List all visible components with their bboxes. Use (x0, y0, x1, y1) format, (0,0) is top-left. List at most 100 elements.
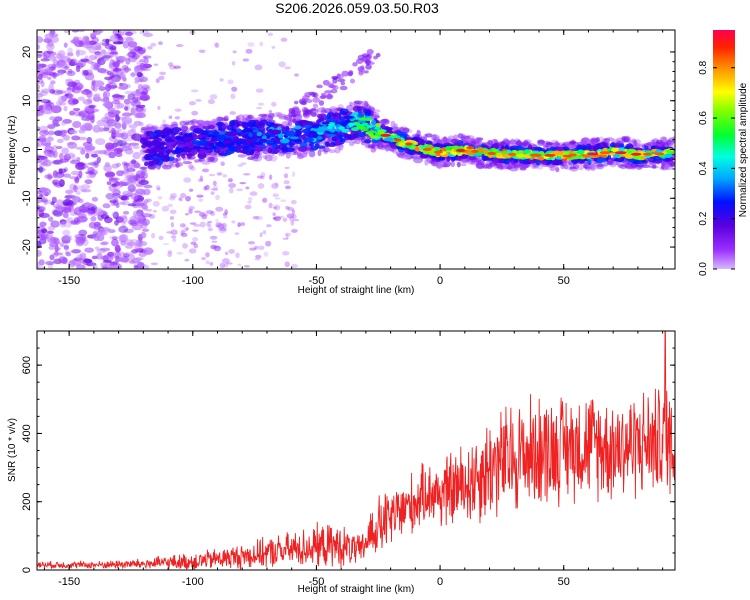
x-tick-label: 0 (437, 275, 443, 287)
heatmap-cell (200, 222, 206, 228)
heatmap-peak (587, 152, 598, 155)
heatmap-peak (487, 152, 496, 155)
heatmap-cell (67, 81, 77, 87)
heatmap-cell (268, 147, 272, 154)
heatmap-cell (49, 254, 54, 260)
heatmap-peak (434, 151, 443, 154)
heatmap-cell (81, 184, 90, 189)
heatmap-cell (244, 265, 250, 267)
heatmap-cell (119, 201, 126, 205)
heatmap-cell (237, 222, 241, 227)
heatmap-cell (62, 199, 73, 205)
heatmap-cell (109, 51, 118, 57)
heatmap-cell (185, 142, 190, 146)
heatmap-cell (189, 189, 193, 192)
heatmap-cell (143, 55, 151, 58)
heatmap-cell (222, 174, 227, 177)
heatmap-cell (39, 130, 49, 136)
heatmap-cell (338, 126, 345, 130)
y-tick-label: 20 (21, 46, 33, 58)
heatmap-cell (517, 139, 521, 145)
heatmap-cell (112, 236, 118, 239)
heatmap-cell (390, 135, 400, 138)
heatmap-cell (122, 120, 132, 126)
heatmap-cell (254, 258, 260, 261)
heatmap-cell (259, 42, 263, 47)
heatmap-cell (284, 180, 290, 184)
heatmap-cell (144, 142, 153, 147)
heatmap-cell (619, 143, 624, 148)
heatmap-cell (306, 137, 314, 142)
heatmap-peak (380, 134, 391, 137)
heatmap-cell (141, 232, 147, 239)
heatmap-cell (103, 91, 110, 99)
colorbar-tick-label: 0.2 (698, 211, 709, 225)
heatmap-cell (268, 203, 272, 209)
heatmap-cell (304, 125, 310, 128)
heatmap-cell (192, 229, 199, 231)
heatmap-cell (128, 124, 137, 128)
heatmap-peak (471, 150, 478, 153)
heatmap-cell (351, 127, 359, 131)
heatmap-cell (163, 243, 169, 245)
heatmap-cell (80, 189, 87, 192)
heatmap-cell (101, 99, 110, 103)
heatmap-cell (476, 139, 482, 143)
heatmap-cell (327, 93, 332, 99)
heatmap-cell (590, 163, 599, 170)
heatmap-cell (234, 136, 239, 140)
heatmap-cell (114, 67, 118, 71)
heatmap-cell (316, 84, 323, 88)
heatmap-cell (256, 122, 262, 129)
heatmap-cell (56, 146, 63, 149)
heatmap-cell (222, 258, 230, 263)
heatmap-cell (537, 141, 545, 146)
heatmap-cell (146, 155, 154, 160)
heatmap-cell (111, 163, 119, 168)
heatmap-cell (170, 216, 174, 220)
heatmap-cell (41, 104, 51, 107)
heatmap-cell (210, 138, 216, 141)
heatmap-cell (176, 154, 180, 157)
heatmap-cell (180, 193, 186, 198)
heatmap-cell (191, 111, 198, 116)
heatmap-cell (151, 233, 155, 239)
heatmap-cell (312, 97, 320, 102)
heatmap-cell (577, 149, 585, 154)
heatmap-cell (254, 65, 262, 71)
heatmap-cell (149, 214, 155, 219)
heatmap-cell (223, 212, 228, 216)
heatmap-cell (239, 182, 246, 184)
heatmap-cell (63, 212, 69, 218)
heatmap-cell (291, 200, 297, 204)
heatmap-cell (277, 127, 282, 130)
heatmap-cell (40, 58, 49, 61)
heatmap-cell (272, 193, 278, 197)
colorbar-label: Normalized spectral amplitude (738, 82, 749, 217)
heatmap-cell (128, 100, 134, 103)
heatmap-cell (247, 156, 255, 160)
heatmap-cell (63, 106, 67, 112)
heatmap-cell (157, 106, 160, 110)
heatmap-cell (179, 132, 183, 136)
heatmap-cell (111, 265, 119, 271)
heatmap-cell (82, 123, 93, 130)
x-tick-label: 0 (437, 576, 443, 588)
heatmap-cell (67, 142, 77, 149)
heatmap-cell (77, 212, 85, 217)
heatmap-cell (120, 72, 126, 80)
heatmap-cell (96, 249, 106, 254)
heatmap-cell (140, 167, 147, 170)
heatmap-cell (48, 226, 56, 231)
heatmap-cell (113, 110, 121, 114)
heatmap-cell (243, 58, 250, 61)
snr-x-label: Height of straight line (km) (298, 584, 415, 595)
heatmap-cell (48, 175, 53, 179)
colorbar-tick-label: 0.4 (698, 161, 709, 175)
heatmap-cell (169, 115, 173, 119)
x-tick-label: -100 (182, 576, 204, 588)
heatmap-cell (368, 62, 374, 65)
heatmap-cell (137, 49, 145, 54)
heatmap-cell (134, 77, 140, 82)
heatmap-cell (465, 137, 469, 140)
